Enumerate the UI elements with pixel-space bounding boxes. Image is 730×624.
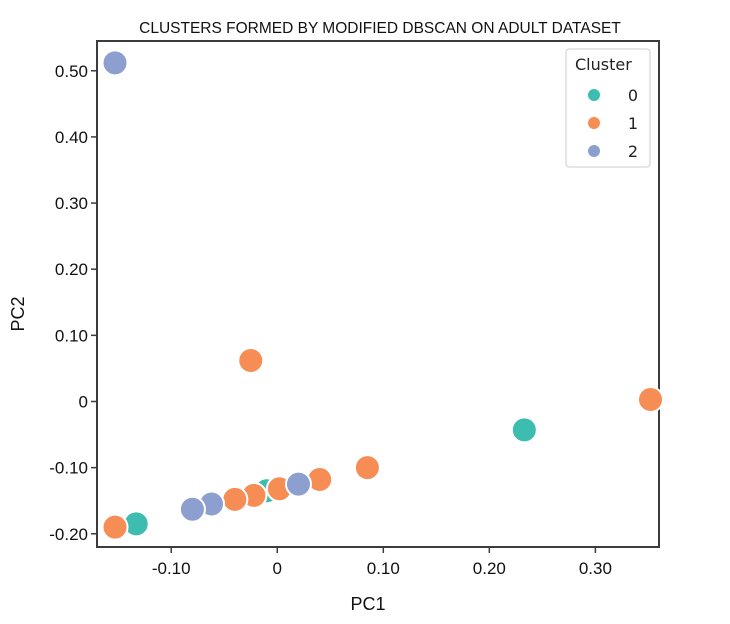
legend-title: Cluster [575,55,632,74]
y-tick-label-4: 0.10 [55,326,88,345]
x-axis-title: PC1 [350,594,385,614]
y-tick-label-3: 0.20 [55,260,88,279]
y-tick-label-5: 0 [79,392,88,411]
x-axis-ticks: -0.10 0 0.10 0.20 0.30 [152,547,612,578]
legend-label-0: 0 [628,86,638,105]
plot-frame [96,40,660,548]
point-cluster-0-2 [510,416,538,444]
point-cluster-1-7 [101,513,129,541]
chart-title: CLUSTERS FORMED BY MODIFIED DBSCAN ON AD… [139,20,621,37]
point-cluster-1-1 [637,385,665,413]
point-cluster-2-3 [178,495,206,523]
point-cluster-2-0 [101,49,129,77]
y-tick-label-7: -0.20 [49,525,88,544]
y-axis-ticks: 0.50 0.40 0.30 0.20 0.10 0 -0.10 -0.20 [49,62,97,544]
x-tick-label-0: -0.10 [152,559,191,578]
legend-items: 0 1 2 [588,86,638,161]
y-axis-title: PC2 [8,296,28,331]
legend-marker-1 [588,117,600,129]
point-cluster-2-1 [284,470,312,498]
y-tick-label-6: -0.10 [49,459,88,478]
legend-box [565,48,651,168]
legend-label-2: 2 [628,142,638,161]
y-tick-label-0: 0.50 [55,62,88,81]
data-points [101,49,665,541]
x-tick-label-4: 0.30 [579,559,612,578]
x-tick-label-2: 0.10 [367,559,400,578]
x-tick-label-1: 0 [273,559,282,578]
x-tick-label-3: 0.20 [473,559,506,578]
y-tick-label-2: 0.30 [55,194,88,213]
legend-marker-2 [588,145,600,157]
point-cluster-1-6 [221,485,249,513]
point-cluster-1-2 [353,454,381,482]
y-tick-label-1: 0.40 [55,128,88,147]
point-cluster-1-0 [237,346,265,374]
legend: Cluster 0 1 2 [565,48,651,168]
legend-label-1: 1 [628,114,638,133]
legend-marker-0 [588,89,600,101]
